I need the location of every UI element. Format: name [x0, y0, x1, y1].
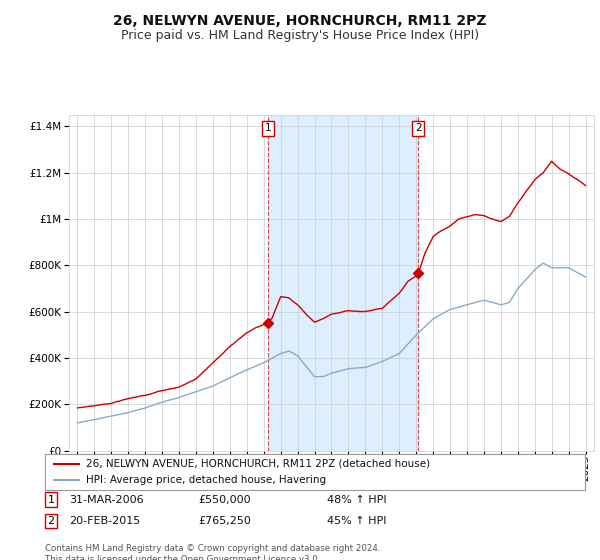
- Bar: [268, 115, 418, 451]
- Text: 2: 2: [47, 516, 55, 526]
- Text: £765,250: £765,250: [198, 516, 251, 526]
- Text: 1: 1: [47, 494, 55, 505]
- Text: 26, NELWYN AVENUE, HORNCHURCH, RM11 2PZ: 26, NELWYN AVENUE, HORNCHURCH, RM11 2PZ: [113, 14, 487, 28]
- Text: Price paid vs. HM Land Registry's House Price Index (HPI): Price paid vs. HM Land Registry's House …: [121, 29, 479, 42]
- Text: 48% ↑ HPI: 48% ↑ HPI: [327, 494, 386, 505]
- Text: £550,000: £550,000: [198, 494, 251, 505]
- Text: 26, NELWYN AVENUE, HORNCHURCH, RM11 2PZ (detached house): 26, NELWYN AVENUE, HORNCHURCH, RM11 2PZ …: [86, 459, 430, 469]
- Text: 1: 1: [265, 123, 271, 133]
- Text: 2: 2: [415, 123, 422, 133]
- Text: 20-FEB-2015: 20-FEB-2015: [69, 516, 140, 526]
- Text: 45% ↑ HPI: 45% ↑ HPI: [327, 516, 386, 526]
- Text: 31-MAR-2006: 31-MAR-2006: [69, 494, 143, 505]
- Text: HPI: Average price, detached house, Havering: HPI: Average price, detached house, Have…: [86, 475, 326, 485]
- Text: Contains HM Land Registry data © Crown copyright and database right 2024.
This d: Contains HM Land Registry data © Crown c…: [45, 544, 380, 560]
